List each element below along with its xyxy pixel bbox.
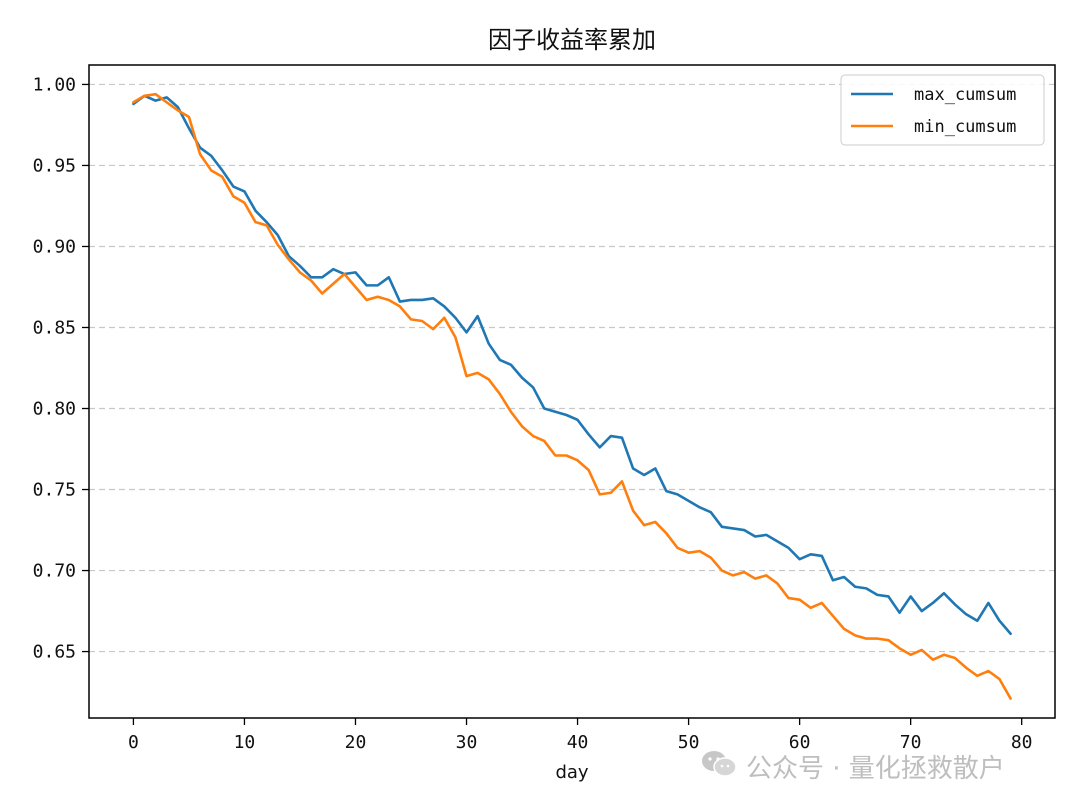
x-tick-label: 80 xyxy=(1011,732,1033,753)
y-axis-ticks: 0.65 0.70 0.75 0.80 0.85 0.90 0.95 1.00 xyxy=(33,74,89,663)
x-tick-label: 10 xyxy=(234,732,256,753)
wechat-icon xyxy=(700,748,738,784)
chart-title: 因子收益率累加 xyxy=(488,26,656,54)
x-tick-label: 40 xyxy=(567,732,589,753)
x-tick-label: 0 xyxy=(128,732,139,753)
y-tick-label: 0.90 xyxy=(33,236,76,257)
x-tick-label: 60 xyxy=(789,732,811,753)
x-tick-label: 20 xyxy=(345,732,367,753)
series-line-max-cumsum xyxy=(132,94,1012,636)
gridlines xyxy=(89,83,1055,653)
legend-label-min-cumsum: min_cumsum xyxy=(914,117,1016,137)
x-axis-ticks: 0 10 20 30 40 50 60 70 80 xyxy=(128,718,1033,753)
x-tick-label: 50 xyxy=(678,732,700,753)
x-tick-label: 30 xyxy=(456,732,478,753)
legend-label-max-cumsum: max_cumsum xyxy=(914,85,1016,105)
y-tick-label: 0.70 xyxy=(33,561,76,582)
x-tick-label: 70 xyxy=(900,732,922,753)
y-tick-label: 0.85 xyxy=(33,317,76,338)
y-tick-label: 1.00 xyxy=(33,74,76,95)
legend-box xyxy=(840,74,1045,146)
y-tick-label: 0.95 xyxy=(33,155,76,176)
x-axis-label: day xyxy=(555,762,588,783)
legend: max_cumsum min_cumsum xyxy=(840,74,1045,146)
y-tick-label: 0.75 xyxy=(33,480,76,501)
axes-frame xyxy=(88,64,1056,719)
watermark-text: 公众号 · 量化拯救散户 xyxy=(746,753,1005,784)
y-tick-label: 0.65 xyxy=(33,642,76,663)
watermark: 公众号 · 量化拯救散户 xyxy=(700,746,1005,786)
series-line-min-cumsum xyxy=(132,92,1012,700)
series-layer xyxy=(132,92,1012,700)
y-tick-label: 0.80 xyxy=(33,399,76,420)
